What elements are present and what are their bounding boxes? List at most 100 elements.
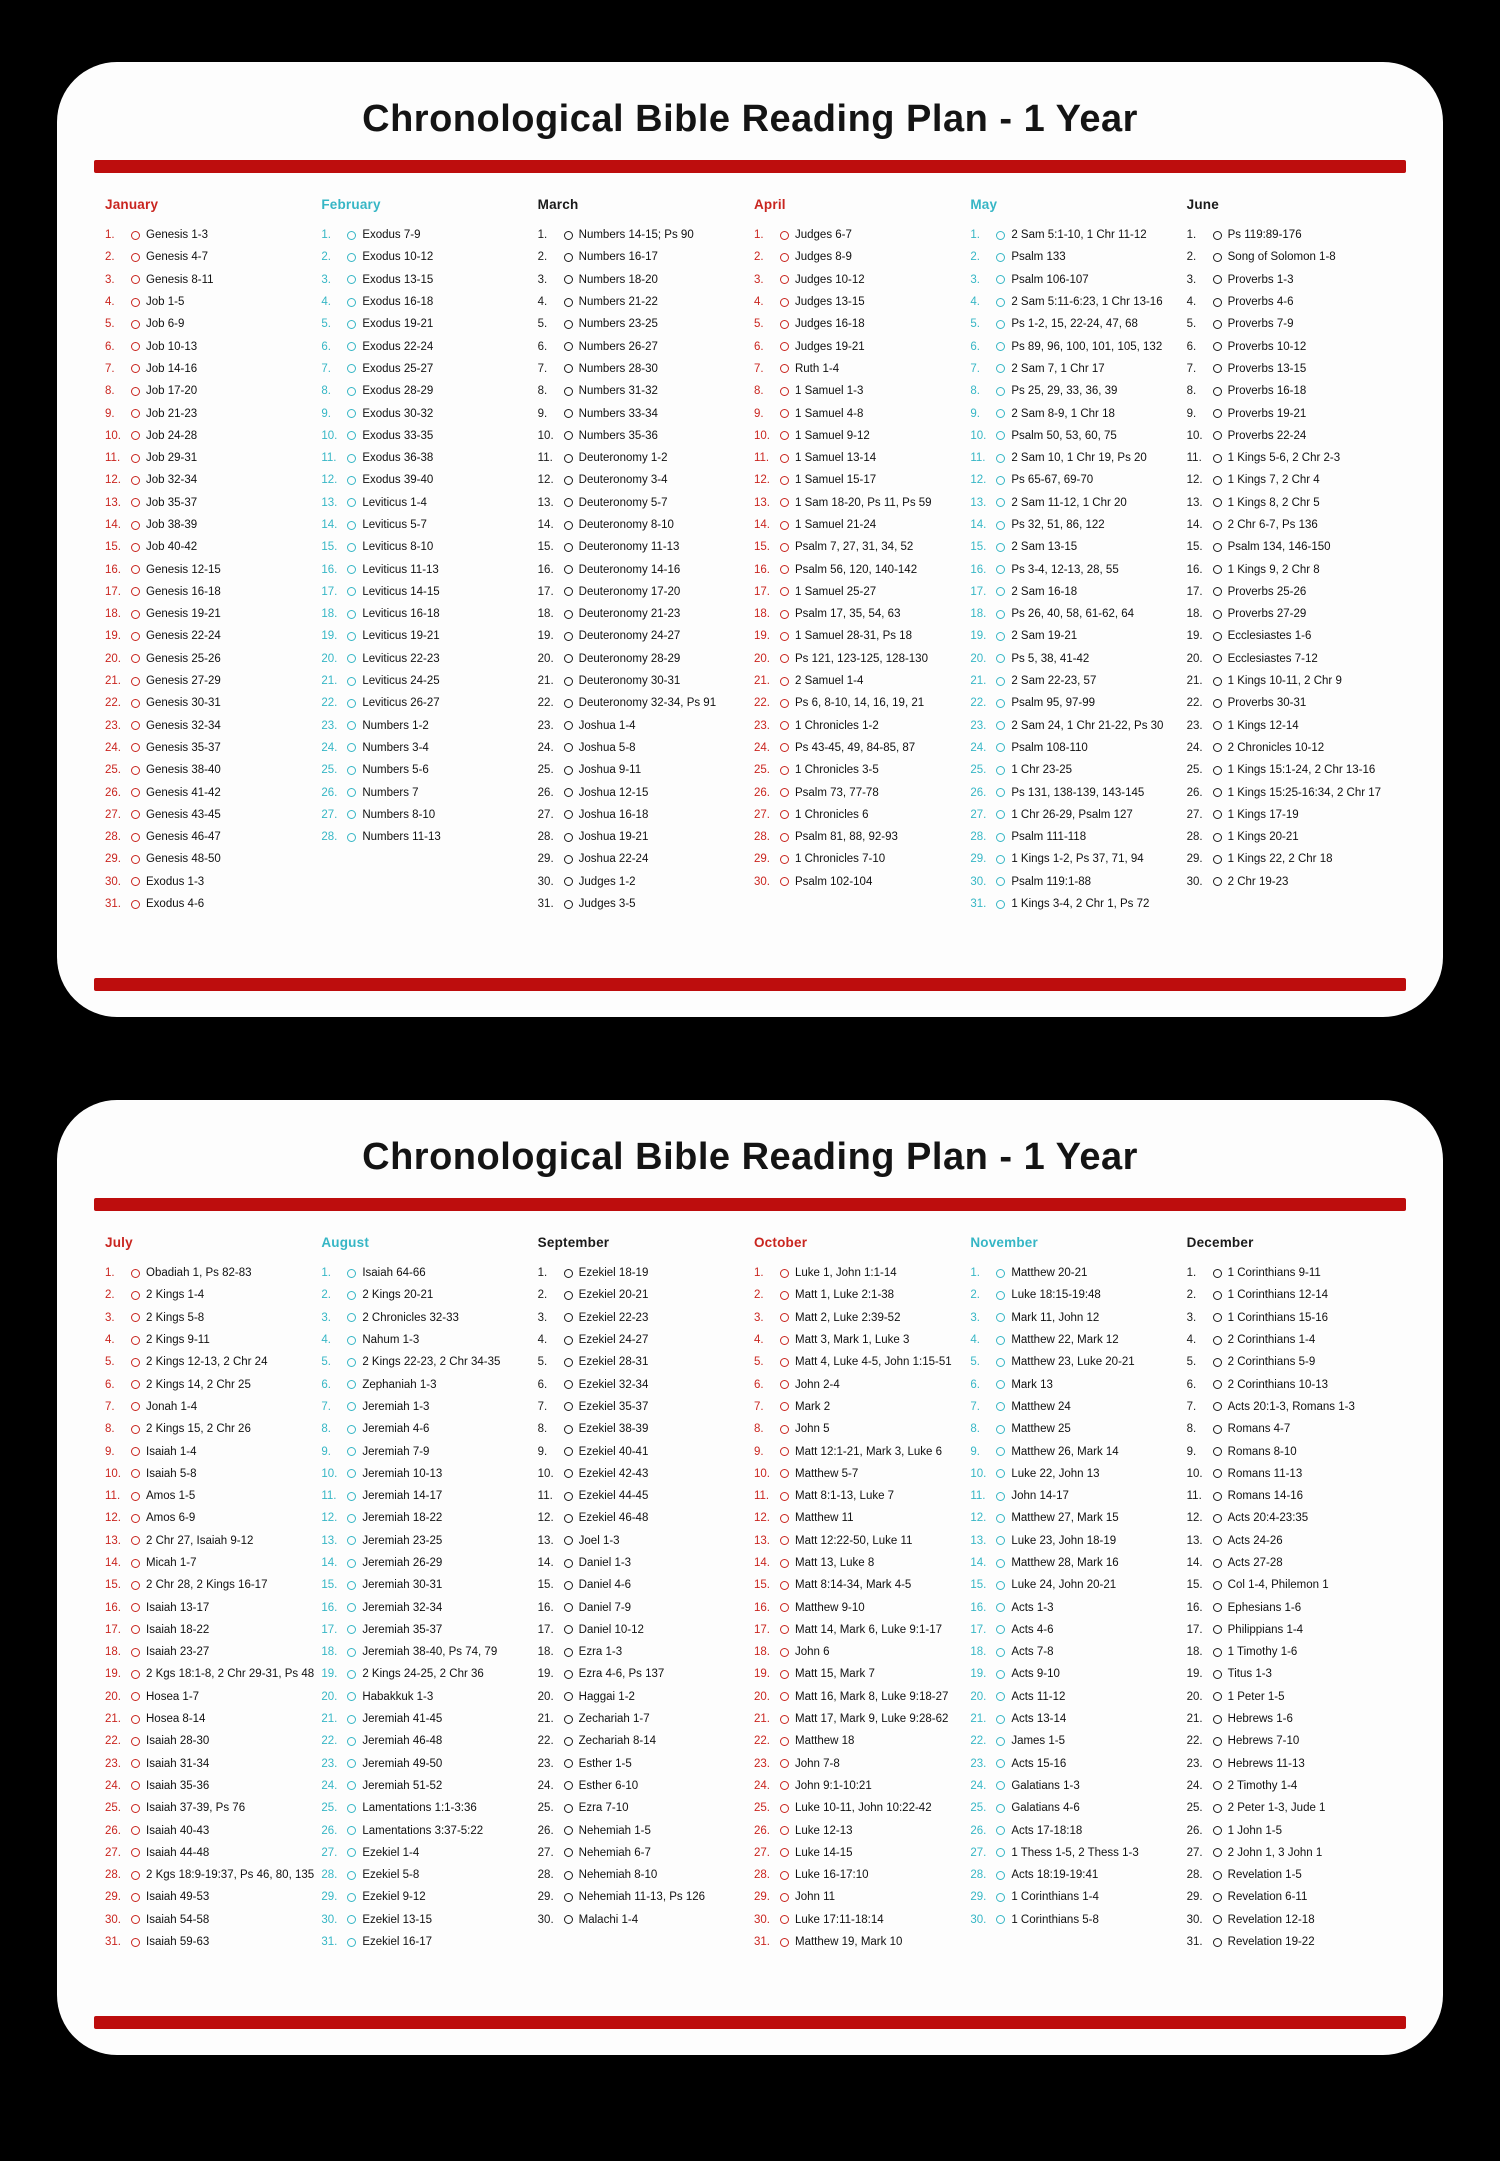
checkbox-circle-icon[interactable] bbox=[131, 1380, 140, 1390]
checkbox-circle-icon[interactable] bbox=[1212, 542, 1222, 552]
checkbox-circle-icon[interactable] bbox=[779, 1447, 789, 1457]
checkbox-circle-icon[interactable] bbox=[131, 1625, 140, 1635]
checkbox-circle-icon[interactable] bbox=[563, 542, 573, 552]
checkbox-circle-icon[interactable] bbox=[563, 1915, 573, 1925]
checkbox-circle-icon[interactable] bbox=[563, 1692, 573, 1702]
checkbox-circle-icon[interactable] bbox=[779, 676, 789, 686]
checkbox-circle-icon[interactable] bbox=[996, 654, 1006, 664]
checkbox-circle-icon[interactable] bbox=[131, 1513, 140, 1523]
checkbox-circle-icon[interactable] bbox=[347, 676, 357, 686]
checkbox-circle-icon[interactable] bbox=[347, 1469, 357, 1479]
checkbox-circle-icon[interactable] bbox=[779, 654, 789, 664]
checkbox-circle-icon[interactable] bbox=[1212, 409, 1222, 419]
checkbox-circle-icon[interactable] bbox=[563, 409, 573, 419]
checkbox-circle-icon[interactable] bbox=[1212, 565, 1222, 575]
checkbox-circle-icon[interactable] bbox=[996, 788, 1006, 798]
checkbox-circle-icon[interactable] bbox=[996, 565, 1006, 575]
checkbox-circle-icon[interactable] bbox=[779, 1491, 789, 1501]
checkbox-circle-icon[interactable] bbox=[131, 542, 140, 552]
checkbox-circle-icon[interactable] bbox=[1212, 1826, 1222, 1836]
checkbox-circle-icon[interactable] bbox=[779, 520, 789, 530]
checkbox-circle-icon[interactable] bbox=[563, 1647, 573, 1657]
checkbox-circle-icon[interactable] bbox=[563, 810, 573, 820]
checkbox-circle-icon[interactable] bbox=[347, 1513, 357, 1523]
checkbox-circle-icon[interactable] bbox=[1212, 1290, 1222, 1300]
checkbox-circle-icon[interactable] bbox=[1212, 810, 1222, 820]
checkbox-circle-icon[interactable] bbox=[1212, 832, 1222, 842]
checkbox-circle-icon[interactable] bbox=[563, 475, 573, 485]
checkbox-circle-icon[interactable] bbox=[996, 498, 1006, 508]
checkbox-circle-icon[interactable] bbox=[996, 1402, 1006, 1412]
checkbox-circle-icon[interactable] bbox=[1212, 721, 1222, 731]
checkbox-circle-icon[interactable] bbox=[347, 252, 357, 262]
checkbox-circle-icon[interactable] bbox=[131, 1491, 140, 1501]
checkbox-circle-icon[interactable] bbox=[131, 899, 140, 909]
checkbox-circle-icon[interactable] bbox=[131, 1357, 140, 1367]
checkbox-circle-icon[interactable] bbox=[131, 386, 140, 396]
checkbox-circle-icon[interactable] bbox=[779, 1736, 789, 1746]
checkbox-circle-icon[interactable] bbox=[1212, 1892, 1222, 1902]
checkbox-circle-icon[interactable] bbox=[1212, 364, 1222, 374]
checkbox-circle-icon[interactable] bbox=[563, 1714, 573, 1724]
checkbox-circle-icon[interactable] bbox=[131, 319, 140, 329]
checkbox-circle-icon[interactable] bbox=[131, 1714, 140, 1724]
checkbox-circle-icon[interactable] bbox=[131, 1781, 140, 1791]
checkbox-circle-icon[interactable] bbox=[996, 297, 1006, 307]
checkbox-circle-icon[interactable] bbox=[779, 297, 789, 307]
checkbox-circle-icon[interactable] bbox=[779, 1803, 789, 1813]
checkbox-circle-icon[interactable] bbox=[1212, 854, 1222, 864]
checkbox-circle-icon[interactable] bbox=[996, 1558, 1006, 1568]
checkbox-circle-icon[interactable] bbox=[563, 1469, 573, 1479]
checkbox-circle-icon[interactable] bbox=[563, 1313, 573, 1323]
checkbox-circle-icon[interactable] bbox=[996, 1335, 1006, 1345]
checkbox-circle-icon[interactable] bbox=[563, 1447, 573, 1457]
checkbox-circle-icon[interactable] bbox=[779, 1290, 789, 1300]
checkbox-circle-icon[interactable] bbox=[131, 1603, 140, 1613]
checkbox-circle-icon[interactable] bbox=[131, 765, 140, 775]
checkbox-circle-icon[interactable] bbox=[996, 810, 1006, 820]
checkbox-circle-icon[interactable] bbox=[563, 297, 573, 307]
checkbox-circle-icon[interactable] bbox=[779, 498, 789, 508]
checkbox-circle-icon[interactable] bbox=[563, 498, 573, 508]
checkbox-circle-icon[interactable] bbox=[996, 1536, 1006, 1546]
checkbox-circle-icon[interactable] bbox=[131, 854, 140, 864]
checkbox-circle-icon[interactable] bbox=[779, 587, 789, 597]
checkbox-circle-icon[interactable] bbox=[347, 1625, 357, 1635]
checkbox-circle-icon[interactable] bbox=[1212, 1714, 1222, 1724]
checkbox-circle-icon[interactable] bbox=[996, 1826, 1006, 1836]
checkbox-circle-icon[interactable] bbox=[563, 743, 573, 753]
checkbox-circle-icon[interactable] bbox=[347, 1536, 357, 1546]
checkbox-circle-icon[interactable] bbox=[347, 743, 357, 753]
checkbox-circle-icon[interactable] bbox=[563, 765, 573, 775]
checkbox-circle-icon[interactable] bbox=[347, 1580, 357, 1590]
checkbox-circle-icon[interactable] bbox=[1212, 1424, 1222, 1434]
checkbox-circle-icon[interactable] bbox=[996, 1447, 1006, 1457]
checkbox-circle-icon[interactable] bbox=[996, 1491, 1006, 1501]
checkbox-circle-icon[interactable] bbox=[131, 453, 140, 463]
checkbox-circle-icon[interactable] bbox=[996, 1313, 1006, 1323]
checkbox-circle-icon[interactable] bbox=[563, 1669, 573, 1679]
checkbox-circle-icon[interactable] bbox=[779, 1536, 789, 1546]
checkbox-circle-icon[interactable] bbox=[996, 1692, 1006, 1702]
checkbox-circle-icon[interactable] bbox=[131, 1402, 140, 1412]
checkbox-circle-icon[interactable] bbox=[779, 1826, 789, 1836]
checkbox-circle-icon[interactable] bbox=[563, 1759, 573, 1769]
checkbox-circle-icon[interactable] bbox=[563, 877, 573, 887]
checkbox-circle-icon[interactable] bbox=[131, 431, 140, 441]
checkbox-circle-icon[interactable] bbox=[996, 542, 1006, 552]
checkbox-circle-icon[interactable] bbox=[1212, 386, 1222, 396]
checkbox-circle-icon[interactable] bbox=[563, 676, 573, 686]
checkbox-circle-icon[interactable] bbox=[779, 364, 789, 374]
checkbox-circle-icon[interactable] bbox=[131, 1736, 140, 1746]
checkbox-circle-icon[interactable] bbox=[1212, 1736, 1222, 1746]
checkbox-circle-icon[interactable] bbox=[996, 877, 1006, 887]
checkbox-circle-icon[interactable] bbox=[1212, 1268, 1222, 1278]
checkbox-circle-icon[interactable] bbox=[779, 475, 789, 485]
checkbox-circle-icon[interactable] bbox=[779, 631, 789, 641]
checkbox-circle-icon[interactable] bbox=[563, 230, 573, 240]
checkbox-circle-icon[interactable] bbox=[347, 453, 357, 463]
checkbox-circle-icon[interactable] bbox=[996, 1290, 1006, 1300]
checkbox-circle-icon[interactable] bbox=[131, 810, 140, 820]
checkbox-circle-icon[interactable] bbox=[779, 1625, 789, 1635]
checkbox-circle-icon[interactable] bbox=[347, 1447, 357, 1457]
